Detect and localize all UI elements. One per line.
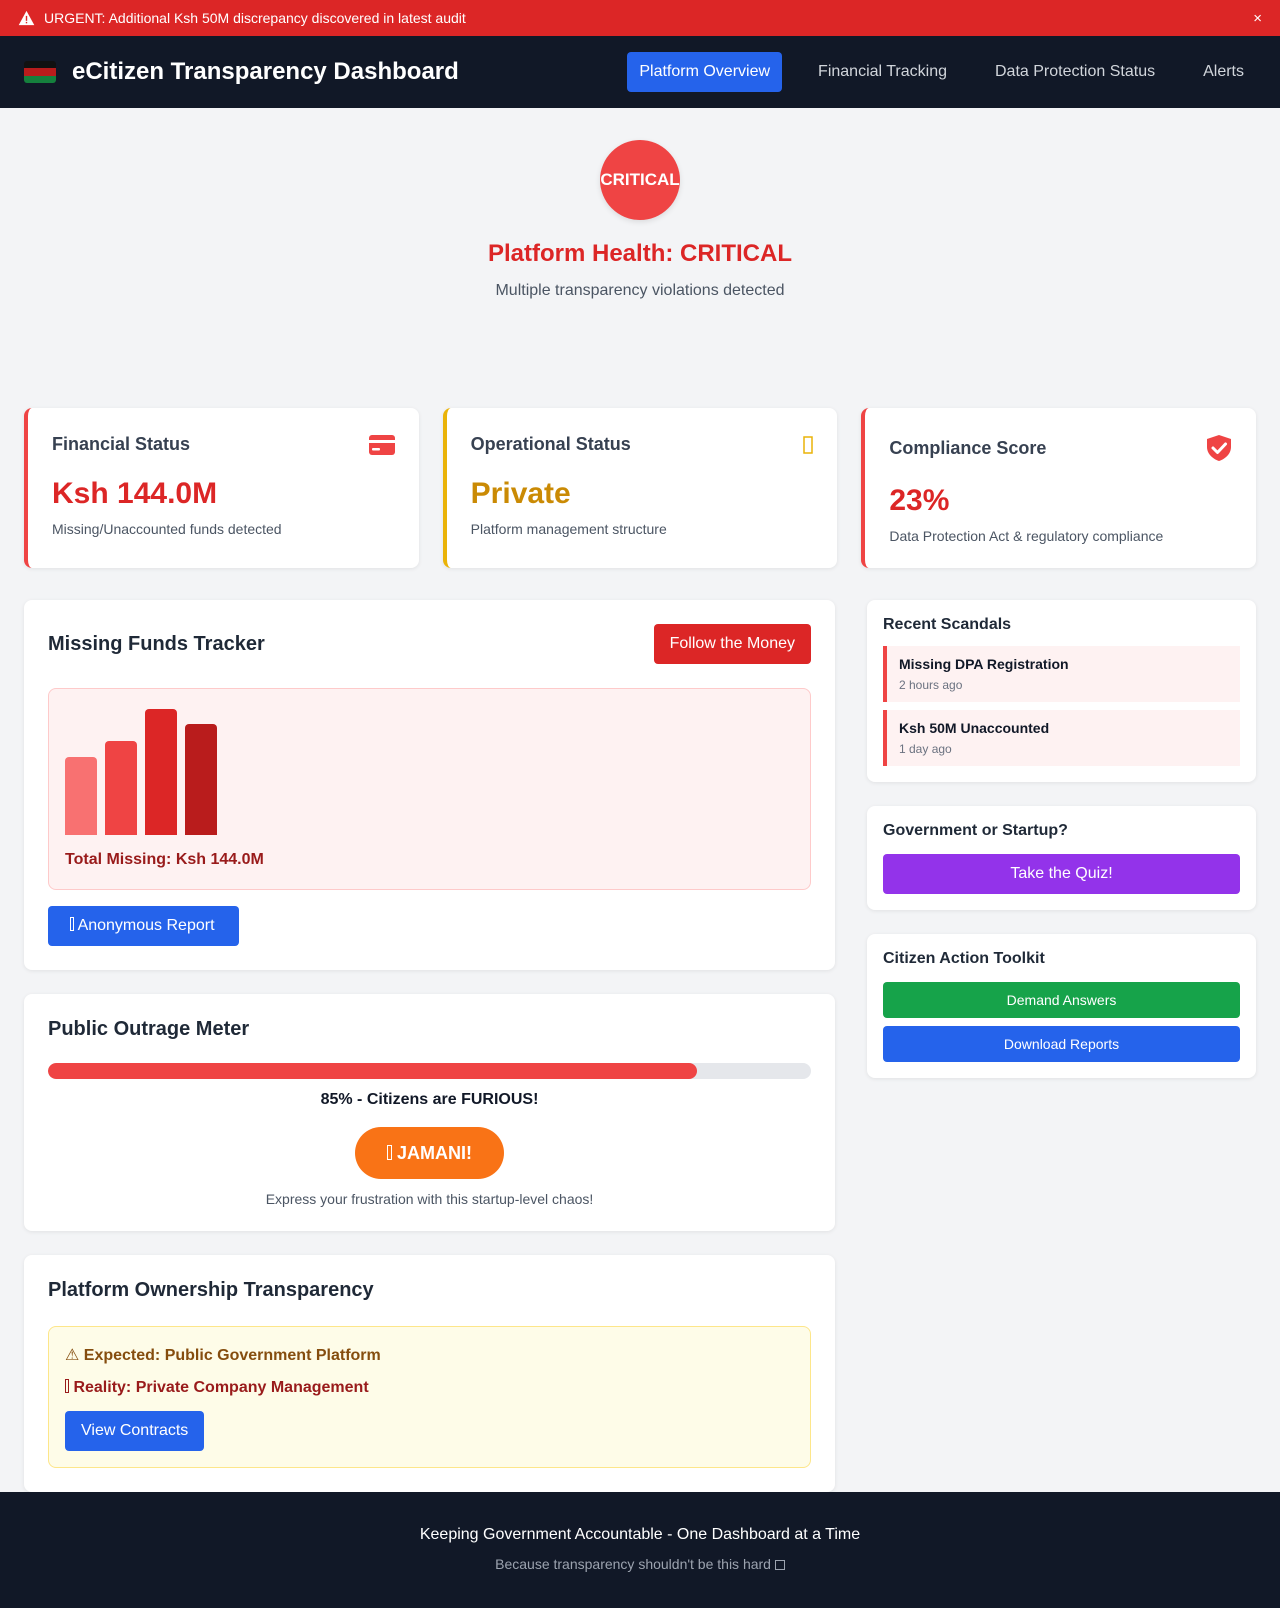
footer-tagline: Keeping Government Accountable - One Das… bbox=[419, 1526, 861, 1543]
kenya-flag-icon bbox=[24, 61, 56, 83]
nav-alerts[interactable]: Alerts bbox=[1203, 63, 1244, 80]
credit-card-icon bbox=[368, 434, 395, 455]
footer-subtext: Because transparency shouldn't be this h… bbox=[0, 1556, 1280, 1572]
scandals-title: Recent Scandals bbox=[883, 616, 1012, 633]
government-or-startup: Government or Startup? Take the Quiz! bbox=[867, 806, 1256, 910]
scandal-time: 1 day ago bbox=[899, 742, 952, 756]
ownership-panel: ⚠ Expected: Public Government Platform R… bbox=[48, 1326, 811, 1468]
footer-subtext-label: Because transparency shouldn't be this h… bbox=[495, 1556, 775, 1572]
compliance-score-card: Compliance Score 23% Data Protection Act… bbox=[861, 408, 1257, 568]
outrage-hint: Express your frustration with this start… bbox=[265, 1191, 594, 1207]
jamani-icon bbox=[387, 1144, 392, 1160]
toolkit-title: Citizen Action Toolkit bbox=[883, 950, 1045, 967]
nav-data-protection-status[interactable]: Data Protection Status bbox=[995, 63, 1156, 80]
scandal-item[interactable]: Ksh 50M Unaccounted 1 day ago bbox=[883, 710, 1240, 766]
stat-title: Financial Status bbox=[52, 434, 191, 454]
ownership-transparency: Platform Ownership Transparency ⚠ Expect… bbox=[24, 1255, 835, 1492]
jamani-label: JAMANI! bbox=[392, 1142, 472, 1163]
operational-status-card: Operational Status Private Platform mana… bbox=[442, 408, 838, 568]
nav-platform-overview[interactable]: Platform Overview bbox=[627, 52, 783, 92]
sidebar: Recent Scandals Missing DPA Registration… bbox=[867, 600, 1256, 1516]
ownership-reality: Reality: Private Company Management bbox=[65, 1379, 794, 1397]
outrage-level-text: 85% - Citizens are FURIOUS! bbox=[320, 1091, 539, 1108]
scandal-time: 2 hours ago bbox=[899, 678, 963, 692]
alert-message: URGENT: Additional Ksh 50M discrepancy d… bbox=[44, 10, 466, 26]
stat-title: Compliance Score bbox=[889, 437, 1047, 458]
citizen-action-toolkit: Citizen Action Toolkit Demand Answers Do… bbox=[867, 934, 1256, 1078]
flag-emoji-icon bbox=[774, 1560, 785, 1570]
app-title: eCitizen Transparency Dashboard bbox=[72, 58, 459, 85]
ownership-reality-label: Reality: Private Company Management bbox=[69, 1379, 369, 1396]
status-cards: Financial Status Ksh 144.0M Missing/Unac… bbox=[0, 408, 1280, 568]
download-reports-button[interactable]: Download Reports bbox=[883, 1026, 1240, 1062]
building-icon bbox=[803, 435, 814, 454]
stat-description: Missing/Unaccounted funds detected bbox=[52, 521, 282, 537]
take-quiz-button[interactable]: Take the Quiz! bbox=[883, 854, 1240, 894]
main-column: Missing Funds Tracker Follow the Money T… bbox=[24, 600, 835, 1516]
scandal-item[interactable]: Missing DPA Registration 2 hours ago bbox=[883, 646, 1240, 702]
warning-icon bbox=[18, 10, 35, 26]
tracker-title: Missing Funds Tracker bbox=[48, 632, 265, 655]
recent-scandals: Recent Scandals Missing DPA Registration… bbox=[867, 600, 1256, 782]
urgent-alert-bar: URGENT: Additional Ksh 50M discrepancy d… bbox=[0, 0, 1280, 36]
funds-bars bbox=[65, 705, 794, 835]
stat-description: Platform management structure bbox=[470, 521, 667, 537]
anonymous-report-button[interactable]: Anonymous Report bbox=[48, 906, 239, 946]
shield-check-icon bbox=[1207, 435, 1232, 461]
total-missing: Total Missing: Ksh 144.0M bbox=[65, 851, 264, 868]
report-icon bbox=[70, 917, 74, 931]
funds-bar bbox=[105, 741, 137, 835]
financial-status-card: Financial Status Ksh 144.0M Missing/Unac… bbox=[24, 408, 419, 568]
follow-the-money-button[interactable]: Follow the Money bbox=[653, 624, 811, 664]
scandal-name: Missing DPA Registration bbox=[899, 656, 1069, 672]
nav-financial-tracking[interactable]: Financial Tracking bbox=[818, 63, 947, 80]
funds-bar bbox=[65, 757, 97, 835]
missing-funds-tracker: Missing Funds Tracker Follow the Money T… bbox=[24, 600, 835, 970]
health-status-badge: CRITICAL bbox=[600, 140, 680, 220]
top-header: eCitizen Transparency Dashboard Platform… bbox=[0, 36, 1280, 108]
stat-value: Private bbox=[470, 477, 571, 510]
outrage-title: Public Outrage Meter bbox=[48, 1018, 250, 1040]
page-footer: Keeping Government Accountable - One Das… bbox=[0, 1492, 1280, 1608]
reality-icon bbox=[65, 1379, 69, 1393]
ownership-title: Platform Ownership Transparency bbox=[48, 1279, 374, 1301]
anonymous-report-label: Anonymous Report bbox=[74, 917, 215, 934]
main-nav: Platform Overview Financial Tracking Dat… bbox=[627, 52, 1256, 92]
health-subtitle: Multiple transparency violations detecte… bbox=[495, 282, 785, 299]
ownership-expected: ⚠ Expected: Public Government Platform bbox=[65, 1347, 381, 1364]
quiz-title: Government or Startup? bbox=[883, 822, 1068, 839]
main-content: Missing Funds Tracker Follow the Money T… bbox=[0, 568, 1280, 1516]
stat-description: Data Protection Act & regulatory complia… bbox=[889, 528, 1164, 544]
demand-answers-button[interactable]: Demand Answers bbox=[883, 982, 1240, 1018]
stat-value: Ksh 144.0M bbox=[52, 477, 218, 510]
view-contracts-button[interactable]: View Contracts bbox=[65, 1411, 205, 1451]
platform-health: CRITICAL Platform Health: CRITICAL Multi… bbox=[0, 108, 1280, 408]
funds-bar bbox=[145, 709, 177, 835]
health-title: Platform Health: CRITICAL bbox=[487, 240, 792, 267]
jamani-button[interactable]: JAMANI! bbox=[355, 1127, 504, 1179]
scandal-name: Ksh 50M Unaccounted bbox=[899, 720, 1050, 736]
funds-bar bbox=[185, 724, 217, 835]
outrage-meter-fill bbox=[48, 1063, 697, 1079]
stat-title: Operational Status bbox=[470, 434, 631, 454]
stat-value: 23% bbox=[889, 484, 950, 517]
close-alert-button[interactable]: × bbox=[1253, 9, 1262, 27]
funds-chart-panel: Total Missing: Ksh 144.0M bbox=[48, 688, 811, 890]
public-outrage-meter: Public Outrage Meter 85% - Citizens are … bbox=[24, 994, 835, 1231]
outrage-meter-track bbox=[48, 1063, 811, 1079]
